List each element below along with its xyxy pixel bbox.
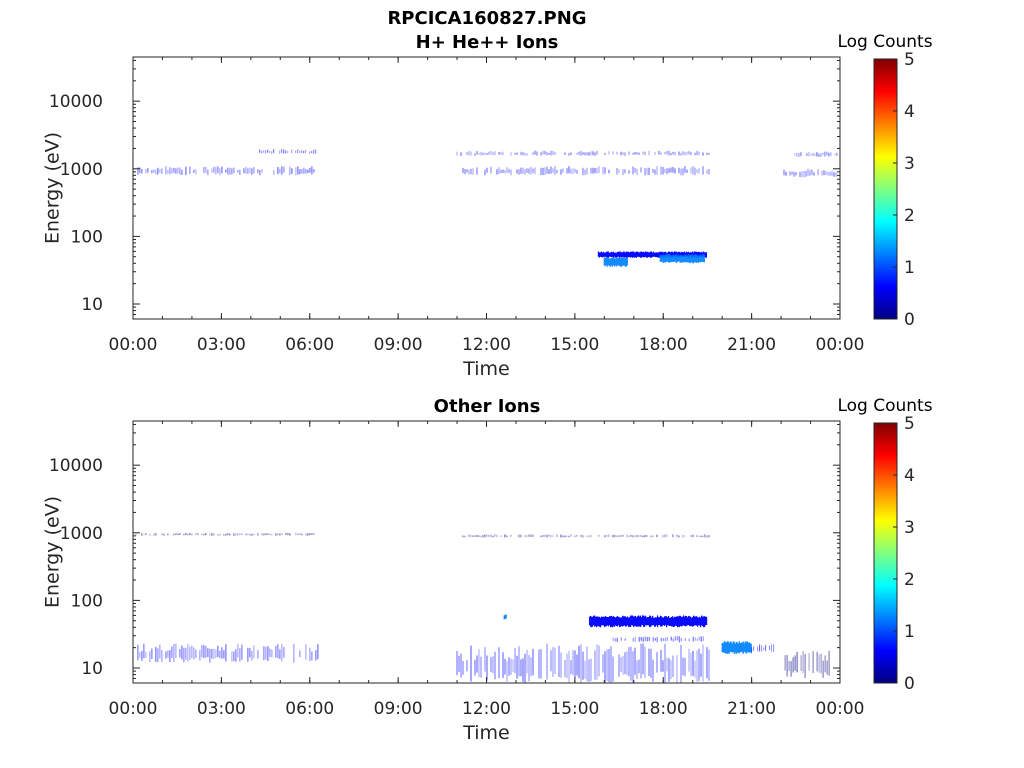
spectrogram-feature <box>137 643 319 663</box>
x-tick-label: 15:00 <box>550 335 599 355</box>
spectrogram-feature <box>721 641 752 654</box>
spectrogram-feature <box>456 643 710 683</box>
x-tick-label: 12:00 <box>462 699 511 719</box>
colorbar-tick-label: 2 <box>904 206 915 226</box>
y-tick-label: 10000 <box>49 92 103 112</box>
x-tick-label: 00:00 <box>816 699 865 719</box>
x-tick-label: 15:00 <box>550 699 599 719</box>
x-tick-label: 03:00 <box>197 335 246 355</box>
x-tick-label: 21:00 <box>727 335 776 355</box>
colorbar-tick-label: 3 <box>904 154 915 174</box>
spectrogram-feature <box>659 254 705 264</box>
spectrogram-feature <box>783 168 837 178</box>
y-tick-label: 1000 <box>60 524 103 544</box>
colorbar-tick-label: 4 <box>904 466 915 486</box>
panel-title: H+ He++ Ions <box>416 32 559 53</box>
colorbar-tick-label: 1 <box>904 258 915 278</box>
spectrogram-feature <box>588 615 708 628</box>
colorbar-tick-label: 0 <box>904 674 915 694</box>
x-axis-label: Time <box>462 358 510 380</box>
colorbar-label: Log Counts <box>837 396 932 416</box>
x-tick-labels: 00:00 03:00 06:00 09:00 12:00 15:00 18:00 21:00… <box>109 699 865 719</box>
y-tick-labels: 10 100 1000 10000 <box>49 456 103 679</box>
y-tick-label: 100 <box>71 227 103 247</box>
spectrogram-feature <box>784 650 830 679</box>
spectrogram-feature <box>751 644 775 653</box>
colorbar-tick-label: 5 <box>904 414 915 434</box>
axis-ticks <box>132 421 841 684</box>
spectrogram-area <box>135 532 830 683</box>
x-tick-label: 00:00 <box>109 699 158 719</box>
colorbar-ticks: 0 1 2 3 4 5 <box>893 50 915 330</box>
colorbar: Log Counts 0 1 2 3 4 5 <box>837 396 932 694</box>
colorbar-tick-label: 1 <box>904 622 915 642</box>
spectrogram-feature <box>462 166 710 176</box>
y-tick-label: 10000 <box>49 456 103 476</box>
x-tick-label: 18:00 <box>639 699 688 719</box>
colorbar-tick-label: 0 <box>904 310 915 330</box>
y-axis-label: Energy (eV) <box>42 496 64 608</box>
spectrogram-feature <box>612 636 704 643</box>
colorbar-gradient <box>873 58 898 320</box>
spectrogram-feature <box>456 150 710 156</box>
x-tick-label: 18:00 <box>639 335 688 355</box>
colorbar-tick-label: 4 <box>904 102 915 122</box>
x-tick-label: 03:00 <box>197 699 246 719</box>
spectrogram-area <box>137 149 838 267</box>
y-tick-label: 100 <box>71 591 103 611</box>
spectrogram-feature <box>259 149 317 155</box>
x-tick-label: 21:00 <box>727 699 776 719</box>
colorbar: Log Counts 0 1 2 3 4 5 <box>837 32 932 330</box>
x-tick-label: 00:00 <box>816 335 865 355</box>
y-tick-label: 10 <box>81 295 103 315</box>
x-tick-labels: 00:00 03:00 06:00 09:00 12:00 15:00 18:00 21:00… <box>109 335 865 355</box>
y-tick-labels: 10 100 1000 10000 <box>49 92 103 315</box>
figure-title: RPCICA160827.PNG <box>387 8 586 29</box>
x-tick-label: 09:00 <box>374 699 423 719</box>
spectrogram-feature <box>135 532 315 536</box>
x-tick-label: 00:00 <box>109 335 158 355</box>
colorbar-tick-label: 3 <box>904 518 915 538</box>
x-tick-label: 06:00 <box>285 335 334 355</box>
x-tick-label: 06:00 <box>285 699 334 719</box>
colorbar-label: Log Counts <box>837 32 932 52</box>
colorbar-ticks: 0 1 2 3 4 5 <box>893 414 915 694</box>
y-tick-label: 1000 <box>60 160 103 180</box>
spectrogram-feature <box>462 534 710 538</box>
x-axis-label: Time <box>462 722 510 744</box>
x-tick-label: 12:00 <box>462 335 511 355</box>
colorbar-tick-label: 5 <box>904 50 915 70</box>
spectrogram-feature <box>603 257 628 267</box>
panel-title: Other Ions <box>434 396 541 417</box>
spectrogram-feature <box>503 614 507 620</box>
x-tick-label: 09:00 <box>374 335 423 355</box>
y-axis-label: Energy (eV) <box>42 132 64 244</box>
axis-ticks <box>132 57 841 320</box>
spectrogram-feature <box>794 151 838 157</box>
plot-frame <box>132 56 841 320</box>
colorbar-gradient <box>873 422 898 684</box>
colorbar-tick-label: 2 <box>904 570 915 590</box>
y-tick-label: 10 <box>81 659 103 679</box>
spectrogram-feature <box>137 166 315 176</box>
